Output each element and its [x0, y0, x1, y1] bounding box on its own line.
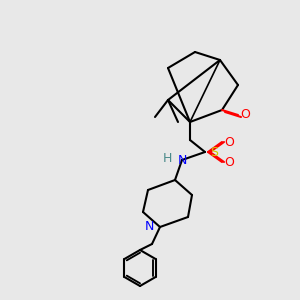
- Text: H: H: [163, 152, 172, 164]
- Text: O: O: [240, 109, 250, 122]
- Text: O: O: [224, 155, 234, 169]
- Text: N: N: [177, 154, 187, 166]
- Text: O: O: [224, 136, 234, 148]
- Text: S: S: [210, 146, 218, 158]
- Text: N: N: [145, 220, 154, 233]
